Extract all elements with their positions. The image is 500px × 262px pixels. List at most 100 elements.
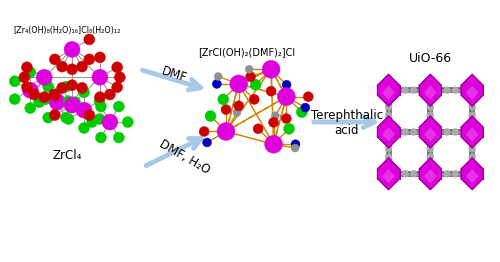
Circle shape (250, 94, 259, 104)
Circle shape (76, 102, 92, 118)
Circle shape (84, 34, 95, 45)
Circle shape (38, 92, 50, 103)
Circle shape (272, 112, 280, 120)
Circle shape (112, 82, 122, 93)
Circle shape (262, 60, 280, 78)
Circle shape (385, 103, 392, 110)
Circle shape (56, 61, 68, 72)
Circle shape (427, 103, 434, 110)
Circle shape (460, 170, 468, 177)
Circle shape (278, 88, 295, 106)
Circle shape (25, 103, 35, 114)
Circle shape (410, 129, 417, 135)
Circle shape (385, 112, 392, 119)
Circle shape (114, 132, 124, 143)
Circle shape (217, 123, 235, 140)
Circle shape (50, 90, 60, 101)
Polygon shape (466, 127, 478, 141)
Circle shape (42, 112, 54, 123)
Polygon shape (378, 74, 400, 106)
Circle shape (435, 87, 442, 94)
Text: Terephthalic
acid: Terephthalic acid (310, 109, 383, 137)
Circle shape (234, 101, 243, 111)
Polygon shape (382, 169, 395, 183)
Circle shape (122, 117, 134, 128)
Circle shape (385, 95, 392, 102)
Polygon shape (424, 85, 436, 100)
Circle shape (102, 114, 118, 130)
Circle shape (268, 117, 278, 127)
Polygon shape (461, 116, 483, 148)
Polygon shape (419, 74, 442, 106)
Circle shape (221, 105, 231, 114)
Circle shape (253, 124, 263, 134)
Circle shape (402, 87, 408, 94)
Circle shape (460, 87, 468, 94)
Circle shape (291, 144, 299, 152)
Circle shape (435, 129, 442, 135)
Circle shape (250, 79, 261, 90)
Circle shape (94, 52, 106, 63)
Text: UiO-66: UiO-66 (409, 52, 452, 66)
Circle shape (63, 114, 74, 124)
Circle shape (66, 80, 78, 91)
Circle shape (86, 117, 98, 128)
Text: [Zr₄(OH)₈(H₂O)₁₆]Cl₈(H₂O)₁₂: [Zr₄(OH)₈(H₂O)₁₆]Cl₈(H₂O)₁₂ (14, 25, 121, 35)
Circle shape (25, 67, 35, 78)
Circle shape (84, 54, 95, 65)
Polygon shape (466, 169, 478, 183)
Circle shape (96, 101, 106, 112)
Circle shape (94, 92, 106, 103)
Circle shape (427, 95, 434, 102)
Circle shape (22, 82, 38, 98)
Circle shape (10, 94, 20, 105)
Circle shape (418, 87, 426, 94)
Polygon shape (382, 85, 395, 100)
Circle shape (410, 87, 417, 94)
Circle shape (452, 129, 459, 135)
Circle shape (468, 95, 475, 102)
Circle shape (301, 103, 310, 112)
Circle shape (19, 72, 30, 83)
Polygon shape (424, 169, 436, 183)
Circle shape (444, 129, 450, 135)
Circle shape (76, 83, 88, 93)
Polygon shape (378, 116, 400, 148)
Circle shape (29, 89, 40, 100)
Text: DMF: DMF (160, 64, 188, 85)
Circle shape (48, 89, 60, 100)
Circle shape (444, 87, 450, 94)
Circle shape (112, 62, 122, 73)
Circle shape (78, 123, 90, 133)
Circle shape (385, 162, 392, 169)
Circle shape (427, 154, 434, 161)
Circle shape (427, 120, 434, 127)
Circle shape (96, 132, 106, 143)
Circle shape (266, 86, 276, 96)
Circle shape (282, 80, 291, 89)
Circle shape (60, 81, 72, 92)
Text: DMF, H₂O: DMF, H₂O (156, 138, 212, 177)
Circle shape (444, 170, 450, 177)
Circle shape (212, 79, 222, 88)
Circle shape (468, 120, 475, 127)
Circle shape (468, 112, 475, 119)
Circle shape (42, 81, 54, 92)
Polygon shape (419, 158, 442, 190)
Text: [ZrCl(OH)₂(DMF)₂]Cl: [ZrCl(OH)₂(DMF)₂]Cl (198, 47, 295, 57)
Circle shape (245, 65, 253, 73)
Circle shape (63, 96, 74, 107)
Circle shape (418, 129, 426, 135)
Circle shape (233, 108, 241, 117)
Circle shape (402, 170, 408, 177)
Circle shape (92, 69, 108, 85)
Circle shape (468, 137, 475, 144)
Circle shape (78, 87, 90, 98)
Circle shape (218, 94, 228, 105)
Circle shape (49, 94, 65, 110)
Circle shape (394, 170, 400, 177)
Text: ZrCl₄: ZrCl₄ (52, 149, 82, 162)
Circle shape (385, 145, 392, 152)
Circle shape (385, 154, 392, 161)
Circle shape (66, 64, 78, 75)
